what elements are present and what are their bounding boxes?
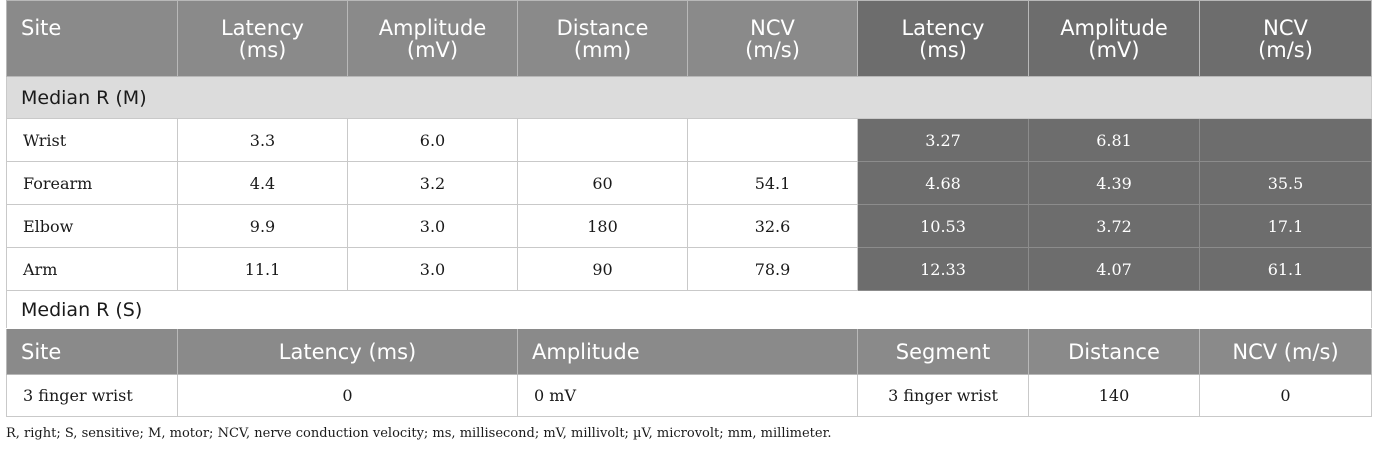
cell-site: Forearm	[6, 161, 178, 205]
nerve-conduction-table: Site Latency (ms) Amplitude (mV) Distanc…	[6, 0, 1372, 417]
cell-site: Wrist	[6, 118, 178, 162]
cell-ncv: 78.9	[687, 247, 858, 291]
cell-amplitude: 3.2	[347, 161, 518, 205]
header-distance: Distance	[1028, 328, 1200, 375]
cell-amplitude: 6.0	[347, 118, 518, 162]
cell-amplitude: 3.0	[347, 247, 518, 291]
cell-amplitude-ref: 4.39	[1028, 161, 1200, 205]
cell-distance: 180	[517, 204, 688, 248]
header-distance: Distance (mm)	[517, 0, 688, 77]
cell-distance: 140	[1028, 374, 1200, 417]
cell-amplitude-ref: 4.07	[1028, 247, 1200, 291]
cell-ncv: 54.1	[687, 161, 858, 205]
cell-ncv	[687, 118, 858, 162]
sensory-section-row: Median R (S)	[6, 290, 1372, 329]
header-amplitude: Amplitude (mV)	[347, 0, 518, 77]
motor-header-row: Site Latency (ms) Amplitude (mV) Distanc…	[6, 0, 1372, 77]
header-amplitude-ref: Amplitude (mV)	[1028, 0, 1200, 77]
cell-site: Elbow	[6, 204, 178, 248]
header-latency: Latency (ms)	[177, 0, 348, 77]
cell-latency-ref: 10.53	[857, 204, 1029, 248]
sensory-header-row: Site Latency (ms) Amplitude Segment Dist…	[6, 328, 1372, 375]
header-segment: Segment	[857, 328, 1029, 375]
header-latency-ref: Latency (ms)	[857, 0, 1029, 77]
cell-amplitude-ref: 6.81	[1028, 118, 1200, 162]
cell-latency: 0	[177, 374, 518, 417]
cell-segment: 3 finger wrist	[857, 374, 1029, 417]
cell-distance	[517, 118, 688, 162]
cell-ncv: 0	[1199, 374, 1372, 417]
cell-site: 3 finger wrist	[6, 374, 178, 417]
header-ncv-ref: NCV (m/s)	[1199, 0, 1372, 77]
cell-amplitude: 3.0	[347, 204, 518, 248]
cell-latency-ref: 12.33	[857, 247, 1029, 291]
cell-ncv-ref	[1199, 118, 1372, 162]
cell-distance: 60	[517, 161, 688, 205]
section-label-motor: Median R (M)	[6, 76, 1372, 119]
table-row: Elbow 9.9 3.0 180 32.6 10.53 3.72 17.1	[6, 204, 1372, 248]
cell-latency-ref: 3.27	[857, 118, 1029, 162]
cell-amplitude-ref: 3.72	[1028, 204, 1200, 248]
cell-amplitude: 0 mV	[517, 374, 858, 417]
cell-latency: 9.9	[177, 204, 348, 248]
table-row: Forearm 4.4 3.2 60 54.1 4.68 4.39 35.5	[6, 161, 1372, 205]
header-ncv: NCV (m/s)	[687, 0, 858, 77]
header-amplitude: Amplitude	[517, 328, 858, 375]
cell-distance: 90	[517, 247, 688, 291]
table-row: Arm 11.1 3.0 90 78.9 12.33 4.07 61.1	[6, 247, 1372, 291]
header-ncv: NCV (m/s)	[1199, 328, 1372, 375]
cell-latency-ref: 4.68	[857, 161, 1029, 205]
cell-site: Arm	[6, 247, 178, 291]
motor-section-row: Median R (M)	[6, 76, 1372, 119]
cell-ncv-ref: 35.5	[1199, 161, 1372, 205]
cell-ncv: 32.6	[687, 204, 858, 248]
cell-latency: 11.1	[177, 247, 348, 291]
header-site: Site	[6, 0, 178, 77]
cell-ncv-ref: 17.1	[1199, 204, 1372, 248]
header-site: Site	[6, 328, 178, 375]
cell-latency: 4.4	[177, 161, 348, 205]
header-latency: Latency (ms)	[177, 328, 518, 375]
cell-latency: 3.3	[177, 118, 348, 162]
table-row: 3 finger wrist 0 0 mV 3 finger wrist 140…	[6, 374, 1372, 417]
table-footnote: R, right; S, sensitive; M, motor; NCV, n…	[6, 426, 832, 441]
cell-ncv-ref: 61.1	[1199, 247, 1372, 291]
section-label-sensory: Median R (S)	[6, 290, 1372, 329]
table-row: Wrist 3.3 6.0 3.27 6.81	[6, 118, 1372, 162]
